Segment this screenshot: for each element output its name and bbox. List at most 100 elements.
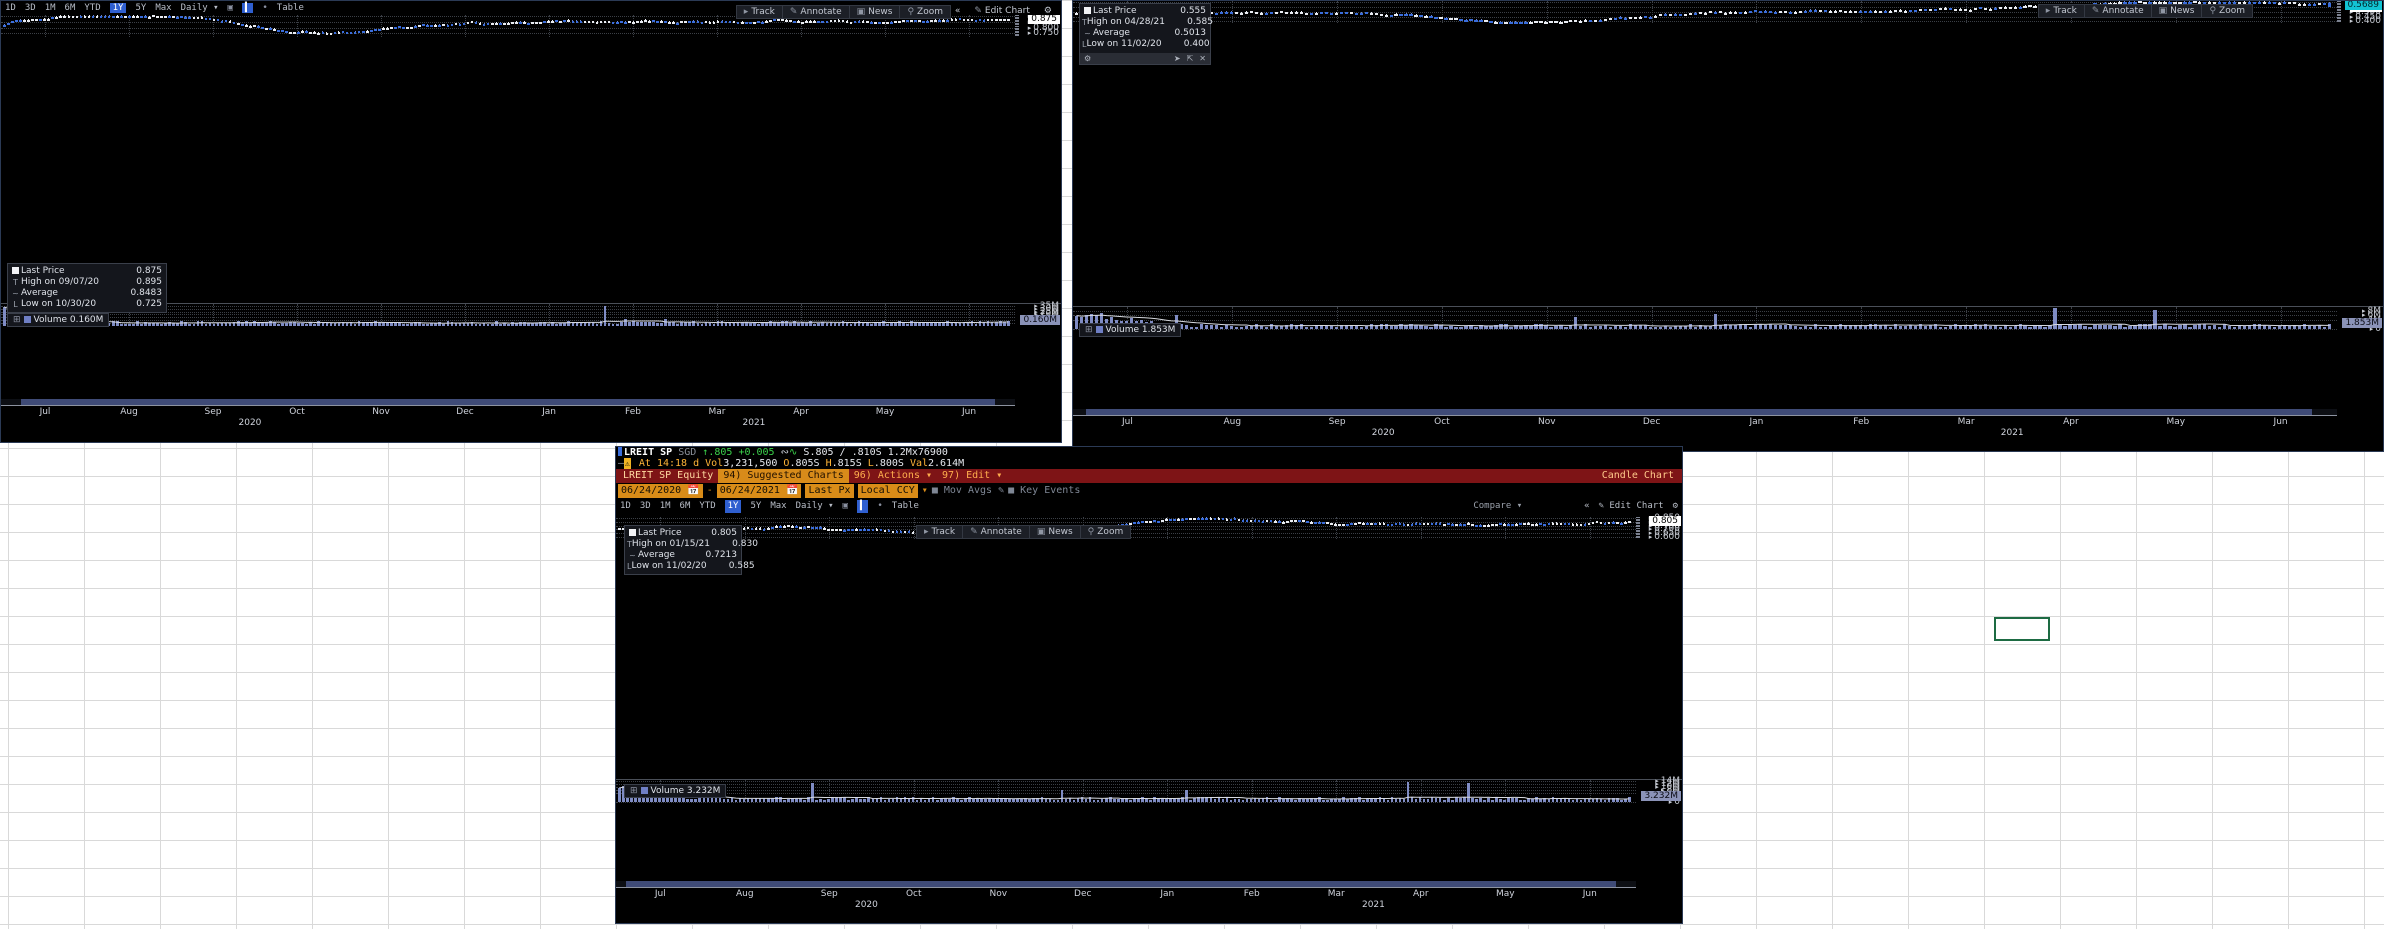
- chart-window-top-right[interactable]: ▸Track ✎Annotate ▣News ⚲Zoom 0.6000.5500…: [1072, 0, 2384, 452]
- candle-wick: [1516, 523, 1518, 525]
- tf-5y[interactable]: 5Y: [135, 3, 147, 13]
- actions-menu[interactable]: 96) Actions ▾: [853, 470, 933, 481]
- candle-body: [1442, 524, 1446, 527]
- track-button[interactable]: ▸ Track: [917, 526, 964, 538]
- tf-1m[interactable]: 1M: [659, 501, 671, 511]
- tf-ytd[interactable]: YTD: [699, 501, 716, 511]
- key-events-checkbox[interactable]: ■ Key Events: [1008, 485, 1081, 496]
- expand-icon[interactable]: ⊞: [13, 315, 21, 325]
- bar-style-icon[interactable]: ▍: [241, 3, 254, 13]
- gear-icon[interactable]: ⚙: [1672, 501, 1678, 511]
- volume-bar: [1958, 325, 1962, 329]
- date-from-input[interactable]: 06/24/2020 📅: [618, 484, 703, 498]
- close-icon[interactable]: ✕: [1199, 54, 1206, 63]
- period-dropdown[interactable]: Daily ▾: [180, 3, 219, 13]
- chart2-float-tools[interactable]: ▸ Track ✎ Annotate ▣ News ⚲ Zoom: [2037, 4, 2253, 18]
- mov-avgs-checkbox[interactable]: ■ Mov Avgs ✎: [931, 485, 1005, 496]
- tf-1d[interactable]: 1D: [620, 501, 631, 511]
- annotate-button[interactable]: ✎ Annotate: [963, 526, 1030, 538]
- date-to-input[interactable]: 06/24/2021 📅: [716, 484, 802, 498]
- calendar-icon[interactable]: 📅: [687, 485, 700, 496]
- tf-3d[interactable]: 3D: [639, 501, 651, 511]
- edit-menu[interactable]: 97) Edit ▾: [942, 470, 1003, 481]
- legend-footer[interactable]: ⚙ ➤ ⇱ ✕: [1080, 53, 1210, 64]
- chart2-horizontal-scrollbar[interactable]: [1073, 409, 2337, 415]
- track-button[interactable]: ▸ Track: [2039, 5, 2085, 17]
- chart3-timeframe-bar[interactable]: 1D 3D 1M 6M YTD 1Y 5Y Max Daily ▾ ▣ ▍ • …: [616, 499, 1682, 514]
- table-button[interactable]: Table: [276, 3, 304, 13]
- annotate-button[interactable]: ✎ Annotate: [783, 6, 850, 18]
- tf-1y-selected[interactable]: 1Y: [724, 500, 742, 513]
- chart2-price-legend[interactable]: Last Price 0.555 T High on 04/28/21 0.58…: [1079, 3, 1213, 65]
- news-button[interactable]: ▣ News: [850, 6, 901, 18]
- chart2-volume-plot[interactable]: 8M6M4M01.853M: [1073, 306, 2383, 412]
- currency-select[interactable]: Local CCY: [857, 484, 918, 498]
- chart3-options-bar[interactable]: 06/24/2020 📅 - 06/24/2021 📅 Last Px Loca…: [616, 483, 1682, 499]
- zoom-button[interactable]: ⚲ Zoom: [1087, 527, 1124, 537]
- chart1-float-tools[interactable]: ▸ Track ✎ Annotate ▣ News ⚲ Zoom: [735, 5, 951, 19]
- tf-1m[interactable]: 1M: [44, 3, 56, 13]
- edit-chart-button[interactable]: ✎ Edit Chart: [1598, 501, 1664, 511]
- tf-6m[interactable]: 6M: [64, 3, 76, 13]
- news-button[interactable]: ▣ News: [1030, 526, 1081, 538]
- volume-bar: [1549, 326, 1553, 329]
- chart1-volume-plot[interactable]: 35M30M25M20M15M10M5M0.160M: [1, 301, 1061, 402]
- chart3-horizontal-scrollbar[interactable]: [616, 881, 1636, 887]
- chart1-volume-legend[interactable]: ⊞ Volume 0.160M: [7, 313, 110, 327]
- chart3-float-tools[interactable]: ▸ Track ✎ Annotate ▣ News ⚲ Zoom: [916, 525, 1132, 539]
- collapse-icon[interactable]: ⇱: [1186, 54, 1194, 63]
- candle-body: [1591, 522, 1595, 525]
- collapse-icon[interactable]: «: [954, 6, 961, 16]
- chart3-volume-plot[interactable]: 14M12M10M8M6M03.232M: [616, 776, 1682, 884]
- chart1-compare-tools[interactable]: « ✎ Edit Chart ⚙: [948, 5, 1059, 17]
- chart3-price-legend[interactable]: Last Price 0.805 T High on 01/15/21 0.83…: [624, 525, 758, 575]
- track-button[interactable]: ▸ Track: [737, 6, 783, 18]
- candle-wick: [1459, 523, 1461, 525]
- period-dropdown[interactable]: Daily ▾: [795, 501, 834, 511]
- expand-icon[interactable]: ⊞: [630, 786, 638, 796]
- chart2-volume-legend[interactable]: ⊞ Volume 1.853M: [1079, 323, 1182, 337]
- chart-window-top-left[interactable]: 1D 3D 1M 6M YTD 1Y 5Y Max Daily ▾ ▣ ▍ • …: [0, 0, 1062, 443]
- overflow-icon[interactable]: •: [877, 501, 883, 511]
- tf-max[interactable]: Max: [155, 3, 172, 13]
- chart1-horizontal-scrollbar[interactable]: [1, 399, 1015, 405]
- price-type-select[interactable]: Last Px: [805, 484, 854, 498]
- gear-icon[interactable]: ⚙: [1084, 54, 1092, 63]
- chart-style-icon[interactable]: ▣: [842, 501, 848, 511]
- tf-1y-selected[interactable]: 1Y: [109, 3, 127, 13]
- tf-ytd[interactable]: YTD: [84, 3, 101, 13]
- chart3-volume-bars: 14M12M10M8M6M03.232M: [616, 776, 1682, 807]
- security-field[interactable]: LREIT SP Equity: [623, 470, 714, 481]
- tf-6m[interactable]: 6M: [679, 501, 691, 511]
- more-options-icon[interactable]: ▾: [921, 485, 928, 496]
- calendar-icon[interactable]: 📅: [785, 485, 799, 496]
- chart1-price-legend[interactable]: Last Price 0.875 T High on 09/07/20 0.89…: [7, 263, 167, 313]
- suggested-charts-button[interactable]: 94) Suggested Charts: [718, 469, 849, 483]
- tf-3d[interactable]: 3D: [24, 3, 36, 13]
- news-button[interactable]: ▣ News: [2152, 5, 2203, 17]
- zoom-button[interactable]: ⚲ Zoom: [907, 7, 943, 17]
- chart-window-bottom[interactable]: LREIT SP SGD ↑.805 +0.005 ∾∿ S.805 / .81…: [615, 446, 1683, 924]
- overflow-icon[interactable]: •: [262, 3, 268, 13]
- chart3-volume-legend[interactable]: ⊞ Volume 3.232M: [624, 784, 727, 798]
- tf-5y[interactable]: 5Y: [750, 501, 762, 511]
- alert-icon[interactable]: ⚠: [624, 458, 631, 469]
- tf-max[interactable]: Max: [770, 501, 787, 511]
- expand-icon[interactable]: ⊞: [1085, 325, 1093, 335]
- collapse-icon[interactable]: «: [1584, 501, 1590, 511]
- annotate-button[interactable]: ✎ Annotate: [2085, 5, 2152, 17]
- edit-chart-button[interactable]: ✎ Edit Chart: [974, 6, 1030, 16]
- chart3-command-bar[interactable]: LREIT SP Equity 94) Suggested Charts 96)…: [616, 469, 1682, 483]
- tf-1d[interactable]: 1D: [5, 3, 16, 13]
- bar-style-icon[interactable]: ▍: [856, 500, 869, 513]
- table-button[interactable]: Table: [891, 501, 919, 511]
- gear-icon[interactable]: ⚙: [1043, 6, 1052, 16]
- compare-dropdown[interactable]: Compare ▾: [1473, 501, 1523, 511]
- spreadsheet-selected-cell[interactable]: [1994, 617, 2050, 641]
- pin-icon[interactable]: ➤: [1173, 54, 1181, 63]
- zoom-button[interactable]: ⚲ Zoom: [2209, 6, 2245, 16]
- chart-style-icon[interactable]: ▣: [227, 3, 233, 13]
